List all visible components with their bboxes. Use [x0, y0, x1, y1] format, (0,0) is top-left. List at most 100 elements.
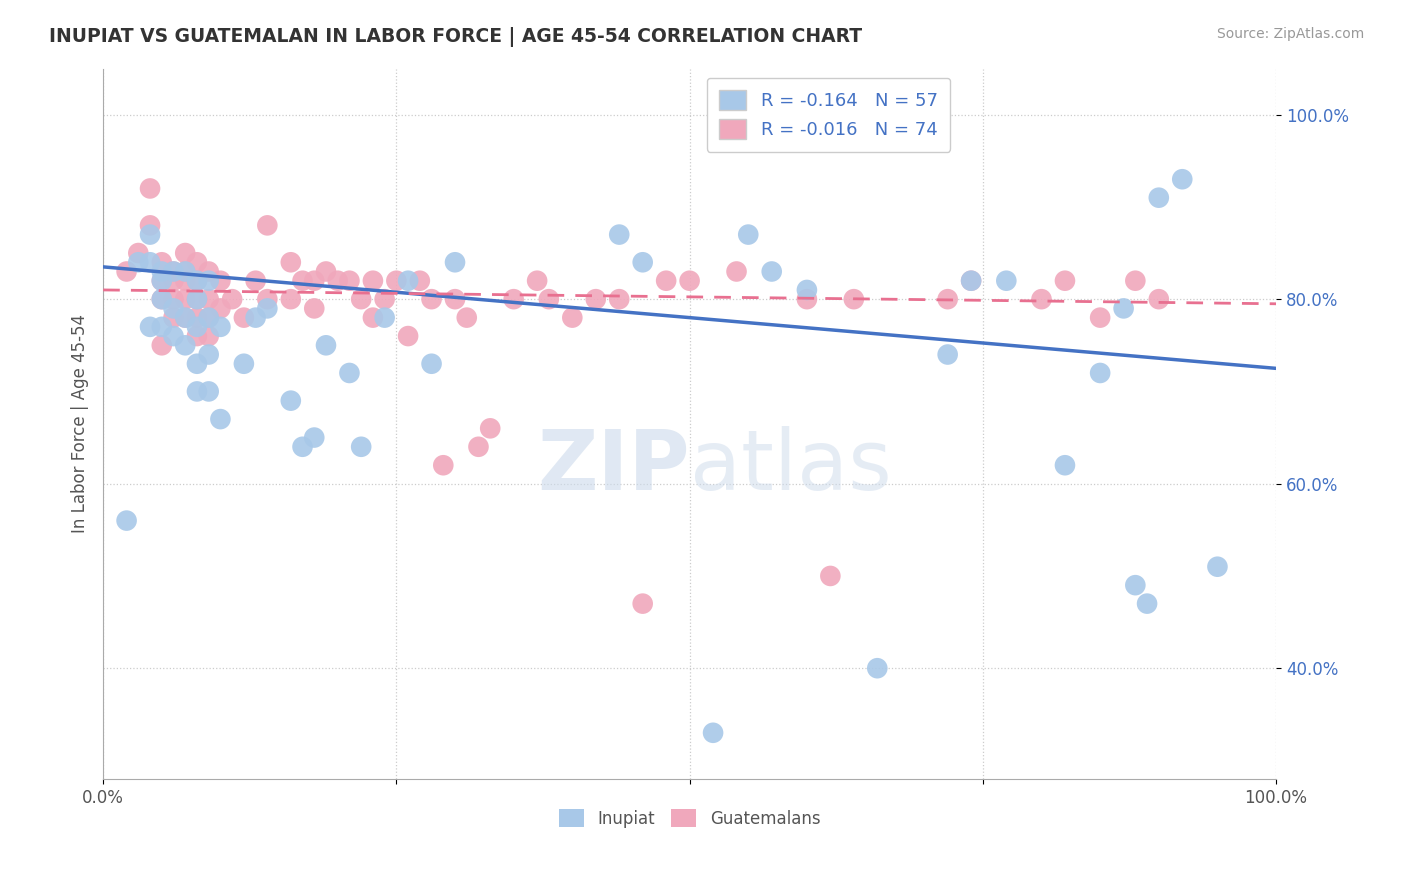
Point — [209, 319, 232, 334]
Point — [197, 310, 219, 325]
Point — [526, 274, 548, 288]
Point — [561, 310, 583, 325]
Point — [256, 292, 278, 306]
Point — [304, 301, 326, 316]
Point — [280, 292, 302, 306]
Point — [1136, 597, 1159, 611]
Text: INUPIAT VS GUATEMALAN IN LABOR FORCE | AGE 45-54 CORRELATION CHART: INUPIAT VS GUATEMALAN IN LABOR FORCE | A… — [49, 27, 862, 46]
Point — [209, 412, 232, 426]
Point — [174, 310, 197, 325]
Point — [186, 274, 208, 288]
Point — [162, 329, 184, 343]
Point — [174, 338, 197, 352]
Point — [339, 274, 361, 288]
Point — [1123, 274, 1146, 288]
Point — [150, 338, 173, 352]
Text: atlas: atlas — [689, 425, 891, 507]
Point — [280, 393, 302, 408]
Point — [150, 264, 173, 278]
Point — [197, 329, 219, 343]
Point — [186, 292, 208, 306]
Point — [678, 274, 700, 288]
Point — [842, 292, 865, 306]
Point — [291, 440, 314, 454]
Point — [607, 292, 630, 306]
Y-axis label: In Labor Force | Age 45-54: In Labor Force | Age 45-54 — [72, 314, 89, 533]
Point — [127, 255, 149, 269]
Point — [456, 310, 478, 325]
Point — [221, 292, 243, 306]
Point — [304, 274, 326, 288]
Point — [186, 329, 208, 343]
Point — [150, 274, 173, 288]
Point — [585, 292, 607, 306]
Point — [1053, 274, 1076, 288]
Point — [396, 329, 419, 343]
Point — [537, 292, 560, 306]
Point — [444, 255, 467, 269]
Point — [1123, 578, 1146, 592]
Point — [1053, 458, 1076, 473]
Point — [256, 219, 278, 233]
Point — [631, 597, 654, 611]
Point — [162, 274, 184, 288]
Point — [420, 357, 443, 371]
Point — [139, 255, 162, 269]
Point — [1147, 292, 1170, 306]
Point — [936, 292, 959, 306]
Point — [162, 264, 184, 278]
Point — [197, 292, 219, 306]
Point — [256, 301, 278, 316]
Point — [197, 347, 219, 361]
Point — [866, 661, 889, 675]
Point — [702, 726, 724, 740]
Point — [385, 274, 408, 288]
Point — [467, 440, 489, 454]
Point — [420, 292, 443, 306]
Point — [820, 569, 842, 583]
Point — [432, 458, 454, 473]
Point — [150, 292, 173, 306]
Point — [245, 310, 267, 325]
Point — [162, 264, 184, 278]
Point — [796, 283, 818, 297]
Point — [150, 292, 173, 306]
Point — [1171, 172, 1194, 186]
Point — [350, 292, 373, 306]
Point — [186, 255, 208, 269]
Point — [396, 274, 419, 288]
Point — [139, 319, 162, 334]
Point — [186, 319, 208, 334]
Point — [174, 246, 197, 260]
Point — [479, 421, 502, 435]
Point — [162, 301, 184, 316]
Point — [1206, 559, 1229, 574]
Point — [186, 357, 208, 371]
Point — [960, 274, 983, 288]
Point — [232, 310, 254, 325]
Point — [1088, 366, 1111, 380]
Text: ZIP: ZIP — [537, 425, 689, 507]
Point — [150, 255, 173, 269]
Point — [409, 274, 432, 288]
Point — [761, 264, 783, 278]
Point — [174, 292, 197, 306]
Point — [326, 274, 349, 288]
Point — [315, 264, 337, 278]
Point — [186, 274, 208, 288]
Point — [374, 310, 396, 325]
Point — [162, 310, 184, 325]
Point — [280, 255, 302, 269]
Point — [174, 274, 197, 288]
Point — [796, 292, 818, 306]
Point — [304, 431, 326, 445]
Point — [315, 338, 337, 352]
Point — [960, 274, 983, 288]
Point — [1147, 191, 1170, 205]
Point — [209, 274, 232, 288]
Point — [162, 292, 184, 306]
Point — [444, 292, 467, 306]
Point — [374, 292, 396, 306]
Point — [174, 310, 197, 325]
Point — [150, 319, 173, 334]
